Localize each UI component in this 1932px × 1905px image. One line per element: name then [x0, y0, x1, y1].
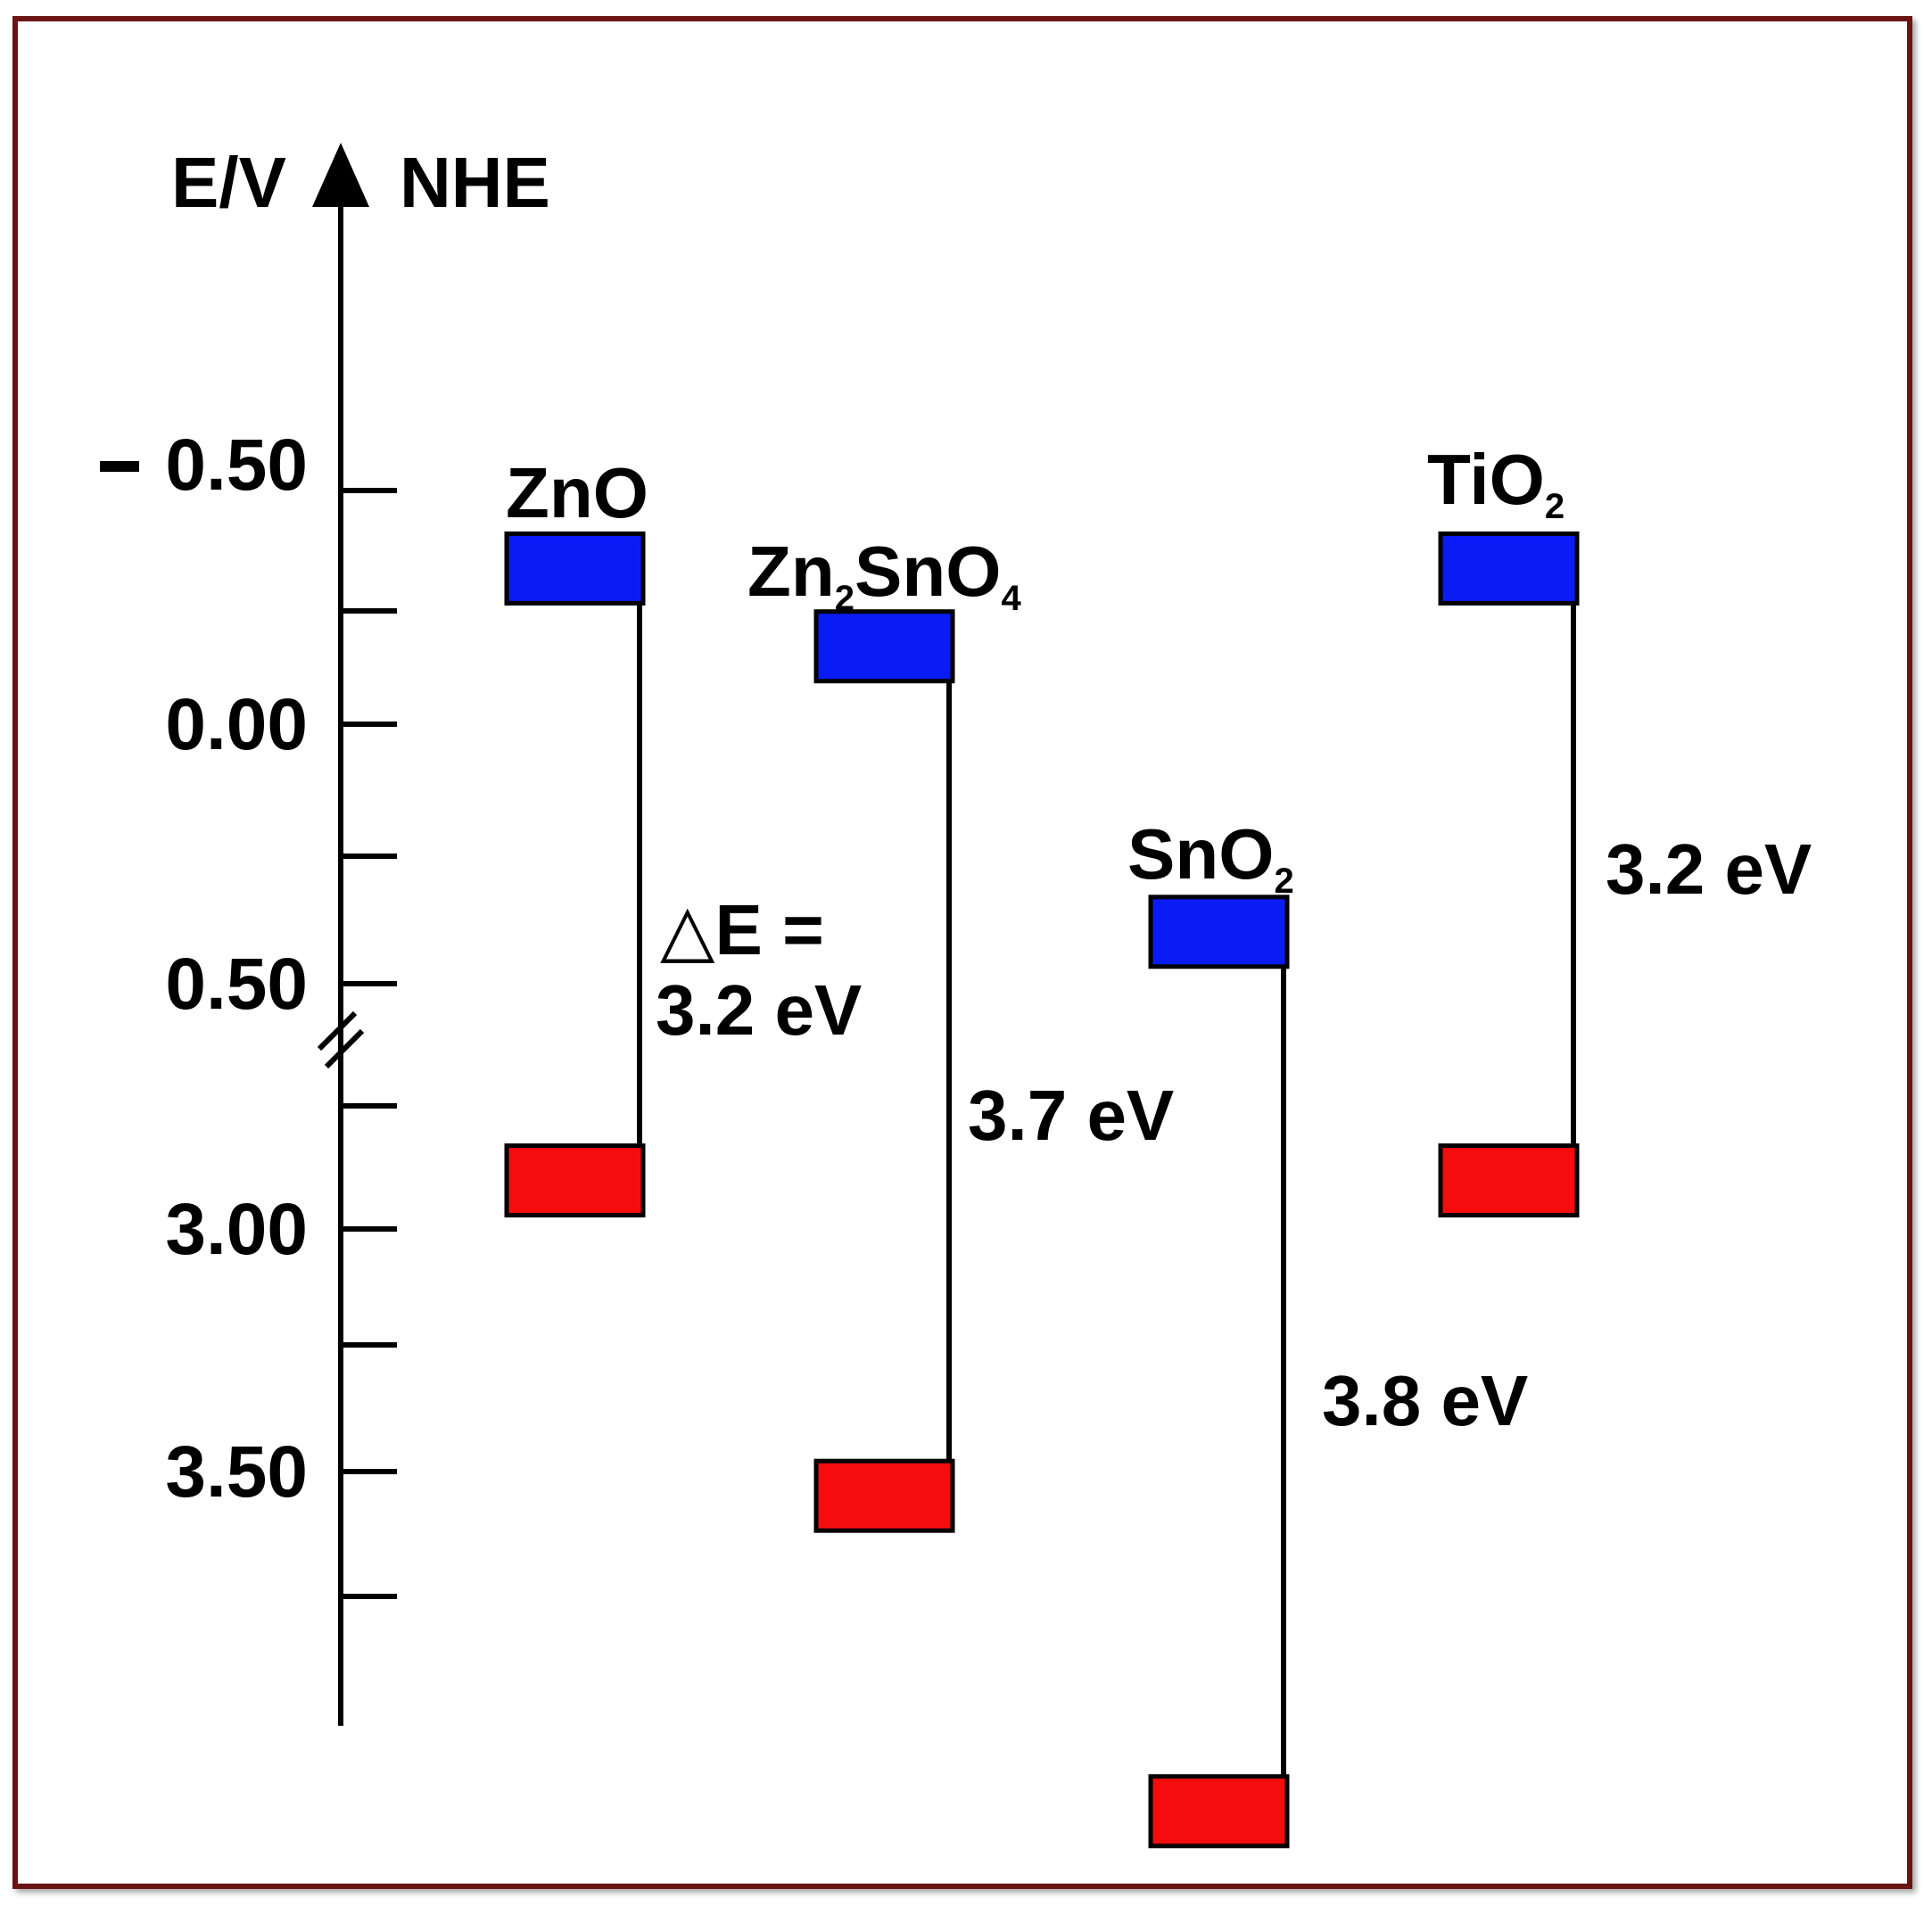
axis-label-left: E/V [171, 143, 286, 222]
axis-tick-label: 0.50 [165, 425, 308, 506]
gap-label: 3.7 eV [968, 1076, 1174, 1155]
energy-axis: E/V NHE 0.50 0.00 0.50 3.00 3.50 [100, 143, 550, 1726]
material-tio2: TiO2 3.2 eV [1427, 440, 1812, 1218]
conduction-band [1148, 895, 1290, 969]
axis-arrow-icon [312, 143, 369, 207]
valence-band [813, 1458, 955, 1533]
minus-sign-icon [100, 461, 139, 472]
conduction-band [1438, 531, 1580, 606]
material-name: Zn2SnO4 [747, 532, 1021, 618]
valence-band [1148, 1774, 1290, 1849]
material-name: TiO2 [1427, 440, 1565, 526]
material-name: ZnO [506, 453, 648, 532]
axis-tick-label: 0.50 [165, 944, 308, 1025]
material-zno: ZnO △E =3.2 eV [504, 453, 862, 1218]
gap-label: 3.2 eV [1606, 829, 1812, 909]
material-sno2: SnO2 3.8 eV [1127, 814, 1528, 1849]
gap-label-prefix: △E = [660, 890, 824, 969]
conduction-band [504, 531, 646, 606]
axis-break-icon [317, 1010, 365, 1069]
valence-band [1438, 1143, 1580, 1218]
material-zn2sno4: Zn2SnO4 3.7 eV [747, 532, 1174, 1533]
conduction-band [813, 609, 955, 684]
valence-band [504, 1143, 646, 1218]
axis-label-right: NHE [400, 143, 550, 222]
axis-tick-label: 3.00 [165, 1189, 308, 1270]
figure-frame [12, 16, 1912, 1889]
gap-label: 3.2 eV [656, 970, 862, 1050]
axis-tick-label: 0.00 [165, 684, 308, 765]
material-name: SnO2 [1127, 814, 1294, 901]
gap-label: 3.8 eV [1322, 1361, 1528, 1440]
axis-tick-label: 3.50 [165, 1431, 308, 1513]
